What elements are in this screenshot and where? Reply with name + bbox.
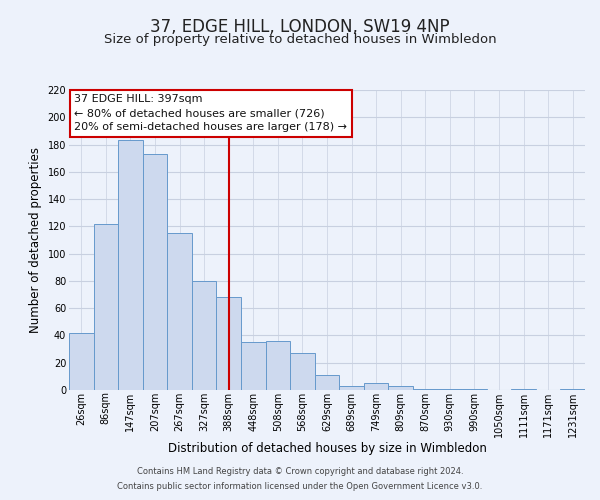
Bar [167,233,192,390]
Text: Contains public sector information licensed under the Open Government Licence v3: Contains public sector information licen… [118,482,482,491]
Bar [217,298,241,390]
Text: 37 EDGE HILL: 397sqm
← 80% of detached houses are smaller (726)
20% of semi-deta: 37 EDGE HILL: 397sqm ← 80% of detached h… [74,94,347,132]
Bar [388,386,413,390]
Bar [241,342,266,390]
Text: Size of property relative to detached houses in Wimbledon: Size of property relative to detached ho… [104,32,496,46]
Bar [192,281,217,390]
Text: Contains HM Land Registry data © Crown copyright and database right 2024.: Contains HM Land Registry data © Crown c… [137,467,463,476]
Bar [339,386,364,390]
X-axis label: Distribution of detached houses by size in Wimbledon: Distribution of detached houses by size … [167,442,487,456]
Bar [462,388,487,390]
Y-axis label: Number of detached properties: Number of detached properties [29,147,42,333]
Bar [364,383,388,390]
Bar [315,375,339,390]
Bar [118,140,143,390]
Bar [290,353,315,390]
Bar [413,388,437,390]
Bar [560,388,585,390]
Bar [69,332,94,390]
Bar [511,388,536,390]
Bar [94,224,118,390]
Bar [143,154,167,390]
Bar [437,388,462,390]
Bar [266,341,290,390]
Text: 37, EDGE HILL, LONDON, SW19 4NP: 37, EDGE HILL, LONDON, SW19 4NP [150,18,450,36]
